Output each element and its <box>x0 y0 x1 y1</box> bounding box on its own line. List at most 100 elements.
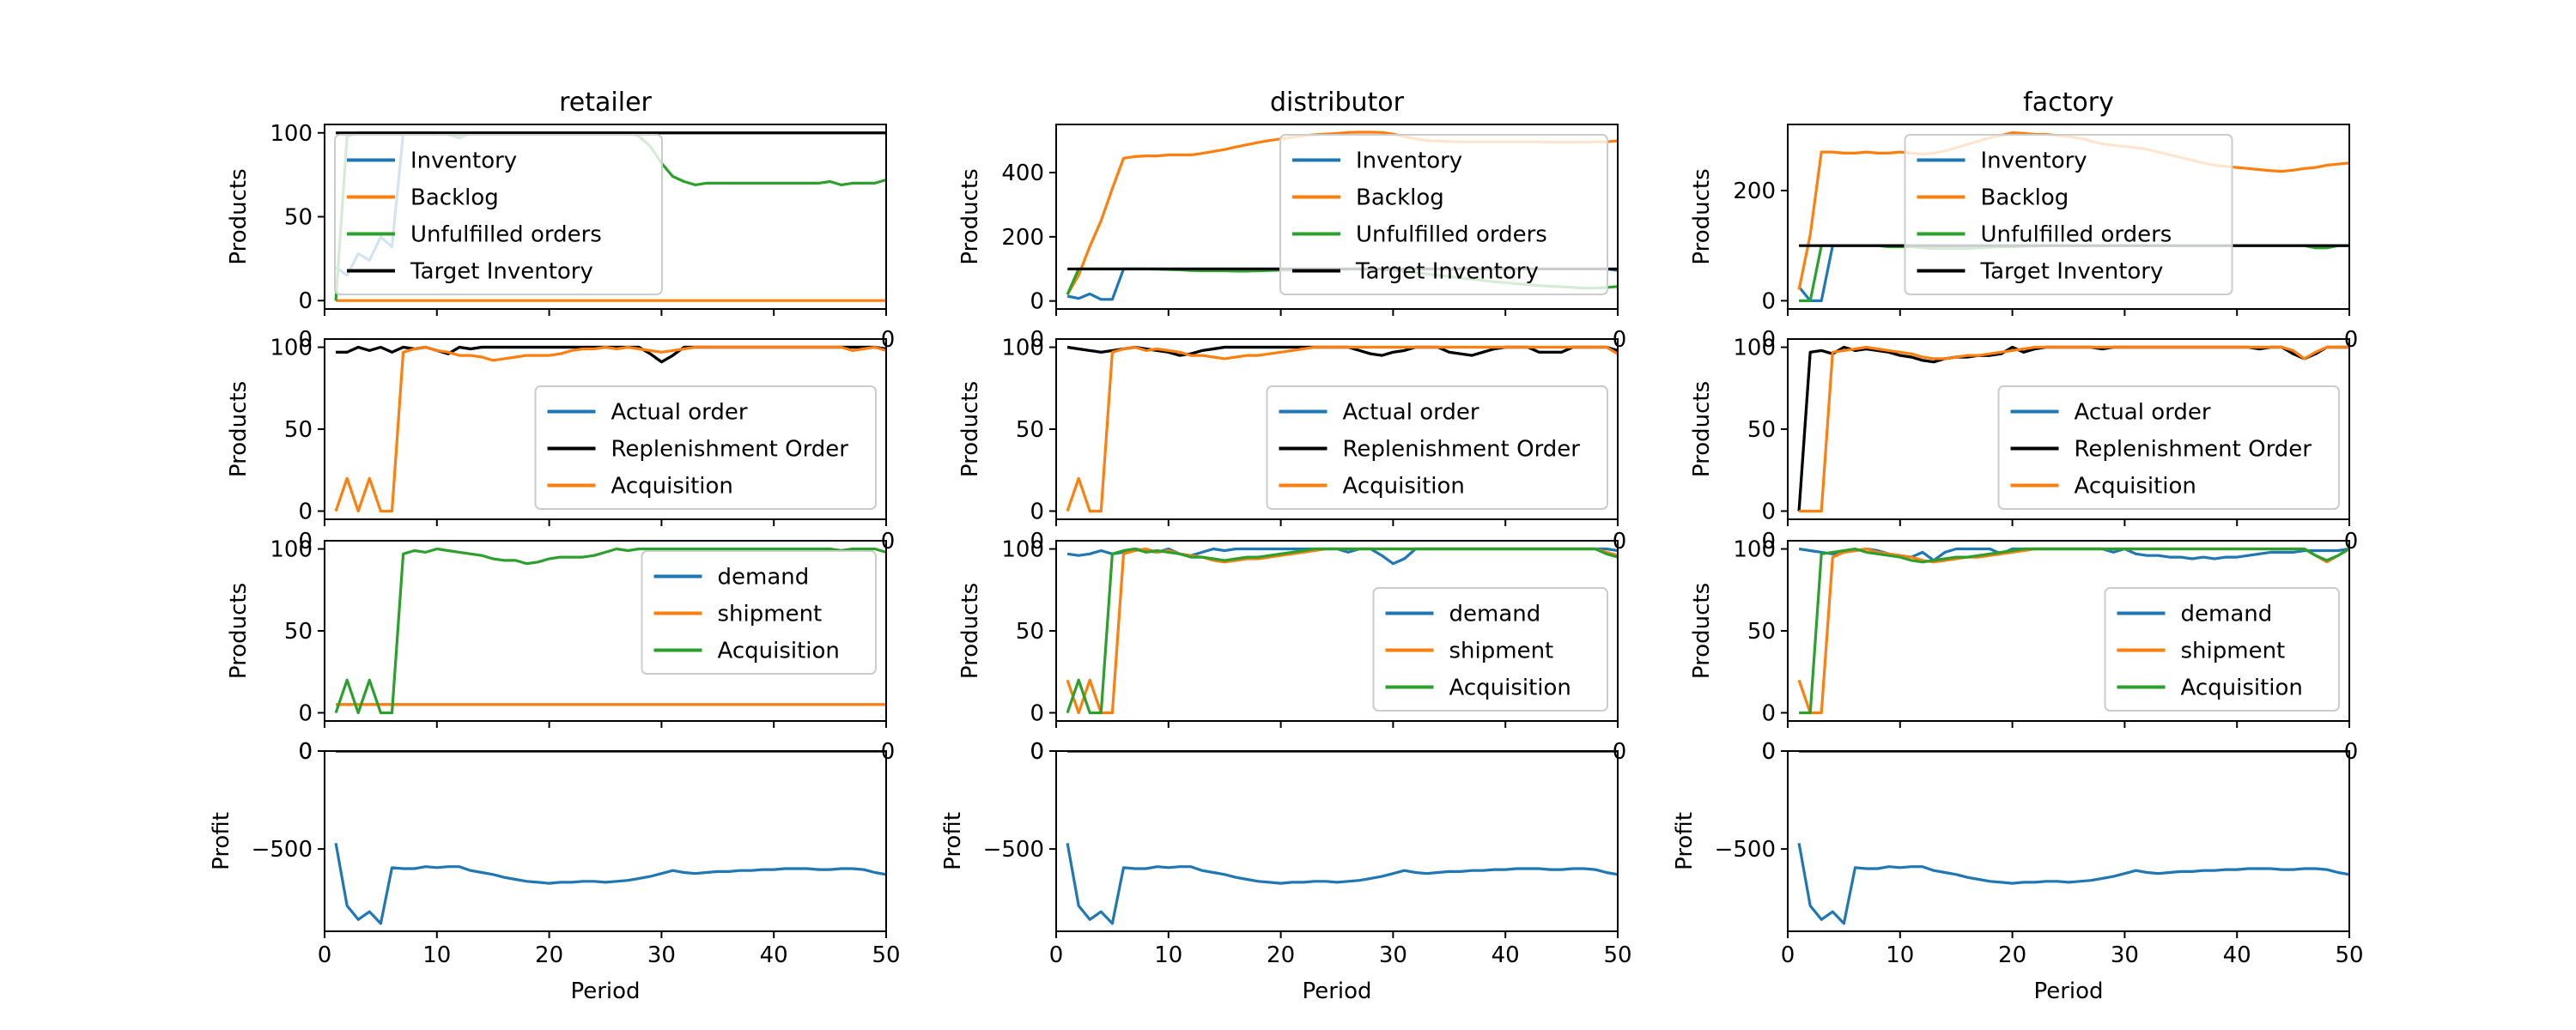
y-axis-label: Products <box>957 381 983 477</box>
legend-label: Actual order <box>611 400 748 426</box>
y-tick-label: −500 <box>1715 837 1776 863</box>
y-tick-label: −500 <box>983 837 1044 863</box>
overlap-tick-label: 0 <box>1761 327 1776 353</box>
legend-box <box>1997 385 2340 510</box>
y-tick-label: 0 <box>1030 289 1044 315</box>
axes-frame <box>324 750 887 932</box>
y-tick-label: 200 <box>1001 225 1044 251</box>
y-tick-label: 0 <box>298 288 313 314</box>
x-tick-label: 30 <box>1379 942 1407 968</box>
y-axis-label: Products <box>1689 381 1715 477</box>
y-tick-label: 0 <box>1761 700 1776 726</box>
legend-label: Inventory <box>1981 148 2087 174</box>
axes-frame <box>1055 124 1619 310</box>
overlap-tick-label: 0 <box>298 529 313 554</box>
legend-label: demand <box>1449 602 1541 627</box>
y-tick-label: 200 <box>1733 179 1776 204</box>
x-tick-label: 30 <box>2111 942 2139 968</box>
series-line-acquisition <box>334 345 886 513</box>
overlap-tick-label: 0 <box>881 739 896 765</box>
legend-label: Replenishment Order <box>611 437 849 463</box>
y-tick-label: 50 <box>1747 417 1776 443</box>
y-tick-label: 0 <box>298 700 313 726</box>
y-tick-label: 100 <box>1733 336 1776 361</box>
y-axis-label: Products <box>226 381 252 477</box>
legend-label: Backlog <box>1356 185 1444 211</box>
series-group <box>334 547 886 715</box>
y-tick-label: 50 <box>284 619 313 645</box>
overlap-tick-label: 0 <box>1030 529 1044 554</box>
subplot: distributor 0 200 400 Products Inventory Backl… <box>957 88 1619 316</box>
y-tick-label: 0 <box>1761 499 1776 524</box>
series-group <box>1797 751 2349 925</box>
legend-label: Backlog <box>1981 185 2069 211</box>
legend-box <box>1372 587 1608 712</box>
overlap-tick-label: 0 <box>1613 529 1627 554</box>
legend-box <box>2104 587 2340 712</box>
legend-box <box>334 134 663 295</box>
legend-label: Acquisition <box>1343 474 1465 500</box>
y-axis-label: Products <box>957 583 983 679</box>
legend-label: Unfulfilled orders <box>410 222 602 248</box>
y-tick-label: 0 <box>1030 700 1044 726</box>
y-tick-label: 50 <box>284 417 313 443</box>
legend-label: Inventory <box>1356 148 1462 174</box>
x-axis-label: Period <box>2033 978 2103 1004</box>
y-axis-label: Products <box>957 168 983 264</box>
y-axis-label: Profit <box>1672 812 1698 870</box>
legend: demand shipment Acquisition <box>2104 587 2340 712</box>
overlap-tick-label: 0 <box>881 529 896 554</box>
y-axis-label: Profit <box>209 812 234 870</box>
y-tick-label: 0 <box>1030 739 1044 765</box>
legend-label: Replenishment Order <box>1343 437 1581 463</box>
y-tick-label: 50 <box>1747 619 1776 645</box>
overlap-tick-label: 0 <box>1030 327 1044 353</box>
subplot: factory 0 200 Products Inventory Backlog Unful… <box>1689 88 2350 316</box>
legend-label: Inventory <box>410 148 517 174</box>
legend-label: Acquisition <box>2181 676 2303 701</box>
overlap-tick-label: 0 <box>2344 529 2359 554</box>
y-tick-label: 100 <box>1001 537 1044 563</box>
overlap-tick-label: 0 <box>1761 529 1776 554</box>
legend: demand shipment Acquisition <box>641 550 877 675</box>
y-axis-label: Products <box>226 168 252 264</box>
overlap-tick-label: 0 <box>2344 327 2359 353</box>
legend: demand shipment Acquisition <box>1372 587 1608 712</box>
overlap-tick-label: 0 <box>298 739 313 765</box>
y-axis-label: Profit <box>940 812 966 870</box>
y-tick-label: 100 <box>270 336 313 361</box>
legend-label: Actual order <box>1343 400 1479 426</box>
x-axis-label: Period <box>570 978 640 1004</box>
series-line-acquisition <box>1066 547 1618 715</box>
y-tick-label: 100 <box>270 121 313 147</box>
y-tick-label: 0 <box>1030 499 1044 524</box>
overlap-tick-label: 0 <box>881 327 896 353</box>
legend-label: Acquisition <box>718 639 840 664</box>
legend-label: Acquisition <box>2075 474 2196 500</box>
legend-label: Actual order <box>2075 400 2211 426</box>
subplot: retailer 0 50 100 Products Inventory Backlog Un… <box>226 88 887 316</box>
overlap-tick-label: 0 <box>298 327 313 353</box>
legend-box <box>1904 134 2233 295</box>
y-axis-label: Products <box>226 583 252 679</box>
legend-box <box>534 385 877 510</box>
legend-label: Unfulfilled orders <box>1981 222 2172 248</box>
x-tick-label: 30 <box>647 942 676 968</box>
subplot-title: factory <box>2023 88 2114 118</box>
y-tick-label: 0 <box>1761 739 1776 765</box>
x-tick-label: 0 <box>1049 942 1064 968</box>
x-tick-label: 10 <box>1886 942 1914 968</box>
axes-frame <box>1787 750 2350 932</box>
x-tick-label: 40 <box>2223 942 2251 968</box>
y-tick-label: 100 <box>270 537 313 563</box>
y-tick-label: 0 <box>1761 288 1776 314</box>
legend-label: Backlog <box>410 185 499 211</box>
y-tick-label: 0 <box>298 739 313 765</box>
legend-label: shipment <box>718 602 823 627</box>
x-tick-label: 50 <box>1603 942 1631 968</box>
series-line-profit-0 <box>1797 843 2349 925</box>
series-group <box>1066 751 1618 925</box>
